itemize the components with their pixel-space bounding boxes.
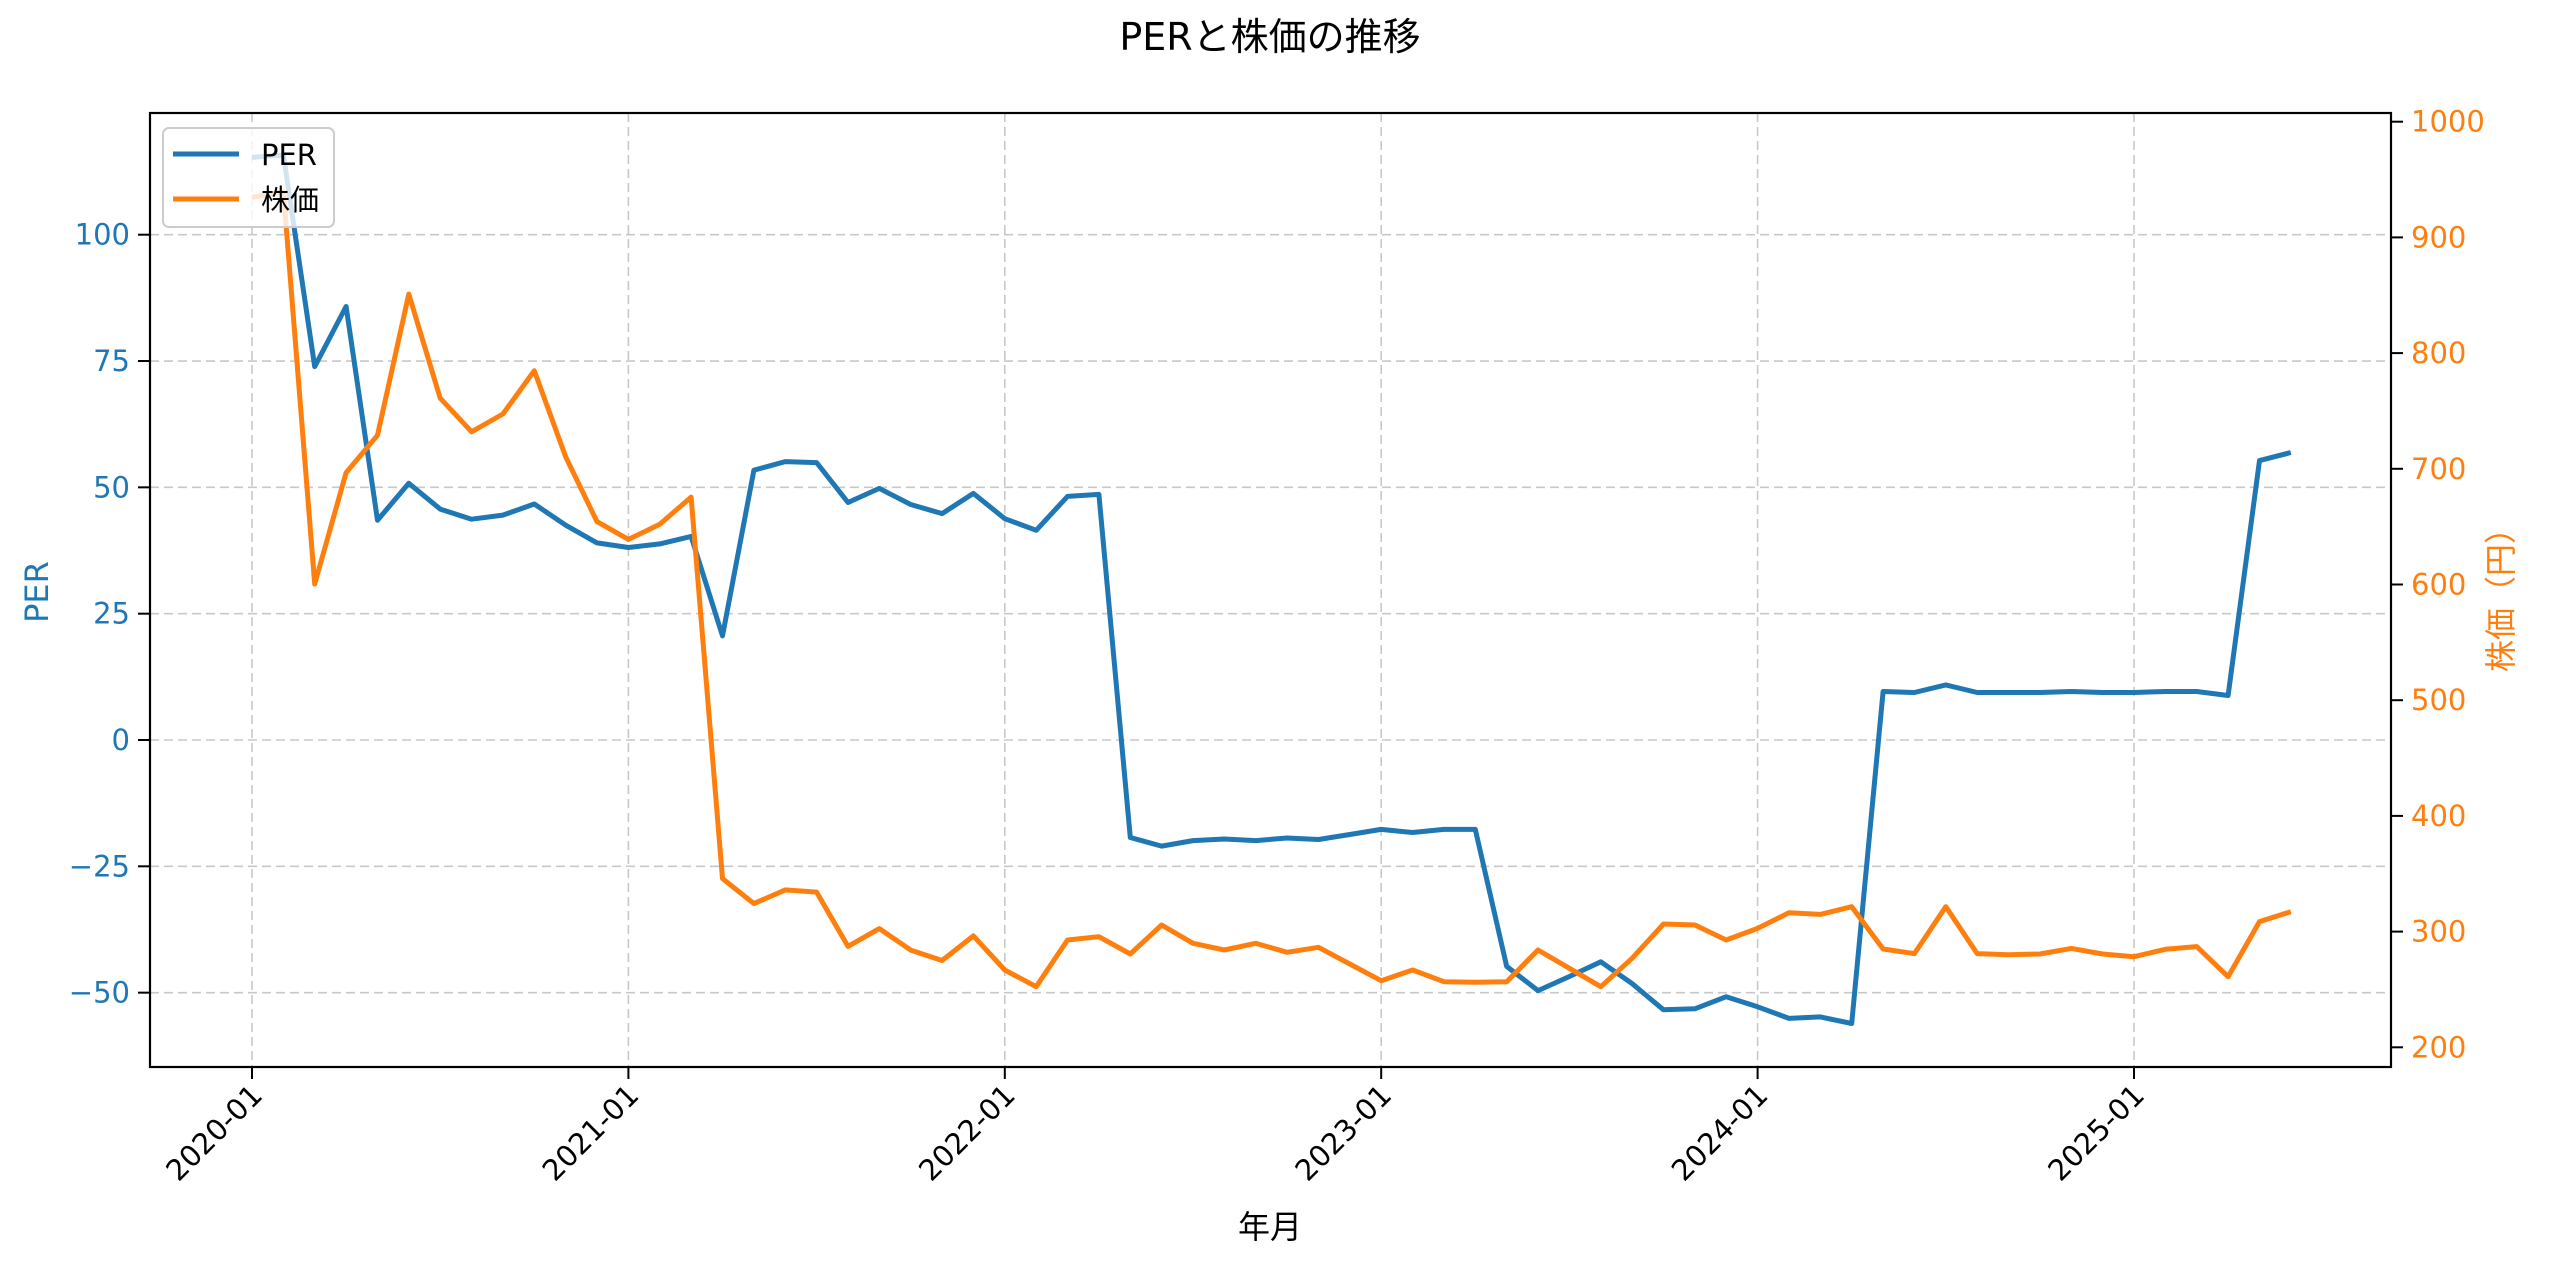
x-tick-label: 2024-01 <box>1665 1078 1775 1188</box>
left-tick-label: 25 <box>93 597 130 631</box>
legend: PER 株価 <box>162 127 335 228</box>
right-tick-label: 300 <box>2411 915 2466 949</box>
right-axis-label: 株価（円） <box>2482 512 2520 672</box>
x-tick-label: 2021-01 <box>536 1078 646 1188</box>
right-tick-label: 200 <box>2411 1030 2466 1064</box>
right-tick-label: 600 <box>2411 568 2466 602</box>
right-tick-label: 900 <box>2411 220 2466 254</box>
x-tick-label: 2020-01 <box>159 1078 269 1188</box>
price-series <box>251 189 2292 990</box>
plot-frame <box>148 111 2393 1069</box>
left-axis-label: PER <box>18 561 56 623</box>
chart-title: PERと株価の推移 <box>1119 15 1420 59</box>
x-axis: 2020-01 2021-01 2022-01 2023-01 2024-01 2025-… <box>159 1067 2151 1188</box>
left-tick-label: 100 <box>75 218 130 252</box>
legend-per-label: PER <box>261 138 317 172</box>
x-tick-label: 2025-01 <box>2041 1078 2151 1188</box>
right-tick-label: 800 <box>2411 336 2466 370</box>
per-series <box>251 152 2292 1026</box>
right-y-axis: 200 300 400 500 600 700 800 900 1000 <box>2391 105 2485 1064</box>
left-tick-label: −50 <box>69 976 130 1010</box>
left-tick-label: 75 <box>93 344 130 378</box>
left-tick-label: 50 <box>93 470 130 504</box>
right-tick-label: 700 <box>2411 452 2466 486</box>
x-axis-label: 年月 <box>1238 1208 1302 1246</box>
legend-price-label: 株価 <box>261 183 319 217</box>
left-tick-label: 0 <box>112 723 130 757</box>
right-tick-label: 500 <box>2411 683 2466 717</box>
per-line <box>251 152 2292 1026</box>
left-y-axis: −50 −25 0 25 50 75 100 <box>69 218 150 1010</box>
gridlines <box>150 113 2391 1067</box>
right-tick-label: 400 <box>2411 799 2466 833</box>
right-tick-label: 1000 <box>2411 105 2485 139</box>
x-tick-label: 2023-01 <box>1288 1078 1398 1188</box>
left-tick-label: −25 <box>69 849 130 883</box>
price-line <box>251 189 2292 990</box>
x-tick-label: 2022-01 <box>912 1078 1022 1188</box>
